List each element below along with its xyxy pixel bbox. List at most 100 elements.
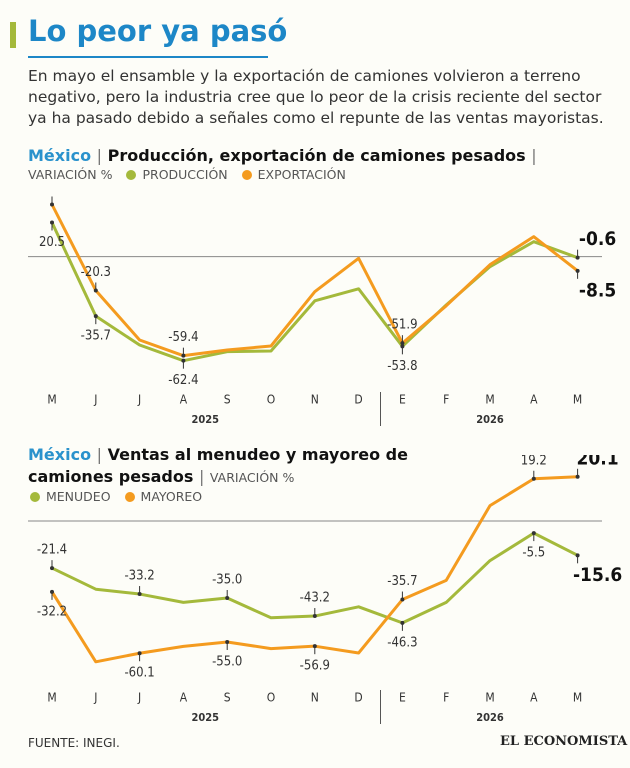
title-prefix: México [28,445,92,464]
point [400,344,405,349]
value-label: -56.9 [300,659,330,674]
point [181,353,186,358]
legend: MENUDEO MAYOREO [22,489,202,504]
x-tick-label: E [399,691,406,705]
value-label: -35.0 [212,573,242,588]
value-label: -21.4 [37,543,67,558]
x-tick-label: J [93,691,97,705]
point [575,553,580,558]
legend: VARIACIÓN % PRODUCCIÓN EXPORTACIÓN [28,167,346,182]
value-label: -8.5 [579,279,616,301]
value-label: -43.2 [300,591,330,606]
legend-label: MAYOREO [140,489,203,504]
value-label: -35.7 [387,574,417,589]
point [93,314,98,319]
point [575,268,580,273]
point [50,589,54,594]
value-label: -20.3 [81,265,111,280]
source: FUENTE: INEGI. [28,736,120,750]
point [312,614,317,619]
x-tick-label: J [137,393,141,407]
title-rule [28,56,268,58]
value-label: -5.5 [522,546,545,561]
x-tick-label: N [311,393,319,407]
point [531,476,536,481]
x-tick-label: A [530,691,538,705]
x-tick-label: O [267,393,276,407]
value-label: -0.6 [579,228,616,250]
x-tick-label: S [224,691,231,705]
point [93,288,98,293]
value-label: -60.1 [124,666,154,681]
point [181,358,186,363]
point [575,255,580,260]
point [531,531,536,536]
year-label: 2025 [192,413,220,426]
point [225,596,230,600]
x-tick-label: M [485,691,494,705]
intro: En mayo el ensamble y la exportación de … [28,67,604,127]
value-label: -53.8 [387,359,417,374]
point [400,341,405,346]
point [50,220,54,225]
year-label: 2026 [476,711,504,724]
legend-swatch [241,169,252,180]
point [50,566,54,571]
x-tick-label: M [47,691,56,705]
point [312,644,317,649]
x-tick-label: S [224,393,231,407]
x-tick-label: M [573,393,582,407]
value-label: -33.2 [124,569,154,584]
accent-bar [10,22,16,48]
separator: | [96,146,103,165]
legend-swatch [30,491,40,502]
x-tick-label: A [180,393,188,407]
value-label: -15.6 [573,564,622,586]
year-label: 2025 [192,711,220,724]
legend-label: PRODUCCIÓN [142,167,228,182]
x-tick-label: M [47,393,56,407]
value-label: -32.2 [37,604,67,619]
value-label: 20.1 [577,455,619,469]
value-label: 31.3 [39,190,65,194]
value-label: -35.7 [81,329,111,344]
x-tick-label: J [137,691,141,705]
point [225,640,230,644]
x-tick-label: N [311,691,319,705]
legend-label: EXPORTACIÓN [257,167,346,182]
x-tick-label: A [530,393,538,407]
x-tick-label: A [180,691,188,705]
unit-label: VARIACIÓN % [28,167,113,182]
value-label: 19.2 [521,455,547,468]
x-tick-label: M [485,393,494,407]
unit-label: VARIACIÓN % [209,470,295,485]
point [137,592,142,597]
x-tick-label: E [399,393,406,407]
x-tick-label: D [354,393,362,407]
title-text: Producción, exportación de camiones pesa… [107,146,526,165]
chart: M J J A S O N D E F M A M 2025 2026 -21.4 -33.2 -35.0 -43.… [28,455,622,724]
legend-swatch [126,169,137,180]
value-label: -59.4 [168,330,198,345]
value-label: -51.9 [387,318,417,333]
point [575,474,580,479]
value-label: 20.5 [39,235,65,250]
legend-swatch [124,491,135,502]
separator: | [198,467,205,486]
year-label: 2026 [476,413,504,426]
value-label: -46.3 [387,635,417,650]
series-line [50,203,579,358]
chart-title: México | Ventas al menudeo y mayoreo de … [28,444,428,489]
separator: | [96,445,103,464]
x-tick-label: F [443,691,449,705]
point [50,202,54,207]
separator: | [531,146,537,165]
x-tick-label: J [93,393,97,407]
chart-title: México | Producción, exportación de cami… [28,145,608,167]
value-label: -55.0 [212,655,242,670]
x-tick-label: D [354,691,362,705]
legend-label: MENUDEO [46,489,111,504]
x-tick-label: O [267,691,276,705]
brand: EL ECONOMISTA [500,734,628,749]
